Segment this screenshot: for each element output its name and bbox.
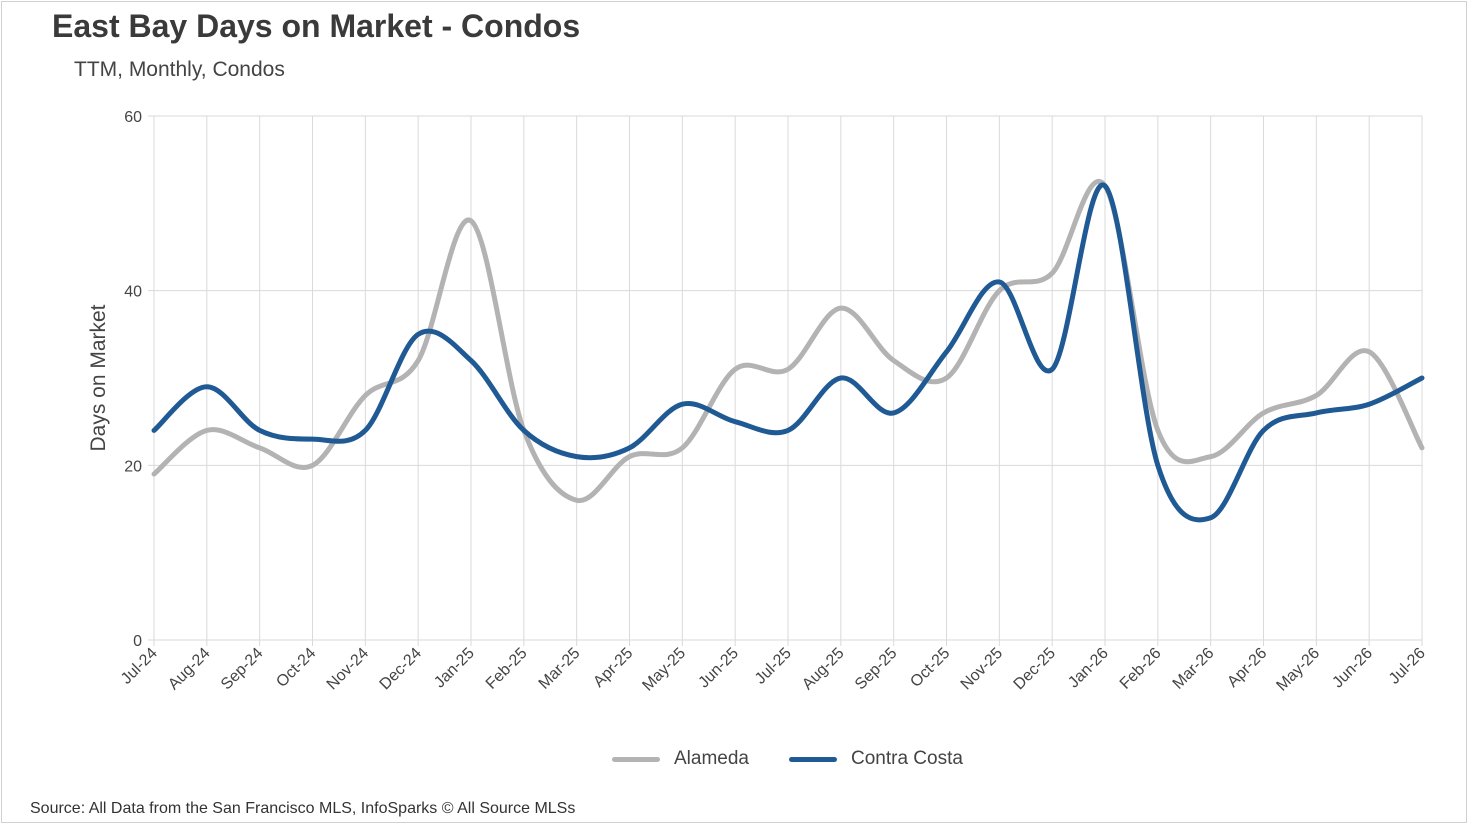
x-tick-label: Dec-25 [1011, 645, 1060, 694]
series-line-contra-costa [151, 182, 1425, 523]
x-tick-label: Oct-25 [907, 645, 953, 691]
grid-lines [148, 115, 1423, 646]
x-tick-label: Aug-25 [799, 645, 848, 694]
y-tick-label: 20 [124, 458, 142, 475]
legend-label-alameda: Alameda [674, 748, 749, 769]
source-note: Source: All Data from the San Francisco … [30, 800, 576, 817]
x-tick-label: Mar-26 [1170, 645, 1218, 693]
x-tick-label: Feb-25 [483, 645, 531, 693]
legend-swatch-alameda [612, 756, 660, 762]
x-tick-label: Jun-26 [1329, 645, 1376, 692]
x-tick-label: Aug-24 [165, 645, 214, 694]
legend-item-alameda[interactable]: Alameda [612, 748, 749, 770]
x-tick-label: Nov-25 [958, 645, 1007, 694]
x-tick-label: Apr-25 [590, 645, 636, 691]
x-tick-label: Dec-24 [377, 645, 426, 694]
x-tick-labels: Jul-24 Aug-24 Sep-24 Oct-24 Nov-24 Dec-24 Jan-… [118, 645, 1429, 695]
y-tick-labels: 0 20 40 60 [124, 109, 142, 650]
chart-subtitle: TTM, Monthly, Condos [74, 58, 285, 81]
x-tick-label: Jun-25 [695, 645, 742, 692]
x-tick-label: Nov-24 [324, 645, 373, 694]
legend: Alameda Contra Costa [612, 748, 1003, 770]
x-tick-label: Jul-26 [1386, 645, 1429, 688]
legend-label-contra-costa: Contra Costa [851, 748, 963, 769]
y-tick-label: 0 [133, 633, 142, 650]
series-lines [151, 179, 1425, 523]
y-tick-label: 40 [124, 284, 142, 301]
y-tick-label: 60 [124, 109, 142, 126]
chart-title: East Bay Days on Market - Condos [52, 8, 581, 44]
x-tick-label: Jul-25 [752, 645, 795, 688]
x-tick-label: Jul-24 [118, 645, 161, 688]
x-tick-label: Oct-24 [273, 645, 319, 691]
x-tick-label: May-25 [639, 645, 689, 695]
legend-item-contra-costa[interactable]: Contra Costa [789, 748, 963, 770]
x-tick-label: Sep-25 [852, 645, 901, 694]
x-tick-label: Apr-26 [1224, 645, 1270, 691]
x-tick-label: Mar-25 [536, 645, 584, 693]
x-tick-label: Sep-24 [218, 645, 267, 694]
x-tick-label: Jan-26 [1065, 645, 1112, 692]
x-tick-label: May-26 [1273, 645, 1323, 695]
legend-swatch-contra-costa [789, 756, 837, 762]
x-tick-label: Jan-25 [431, 645, 478, 692]
x-tick-label: Feb-26 [1117, 645, 1165, 693]
